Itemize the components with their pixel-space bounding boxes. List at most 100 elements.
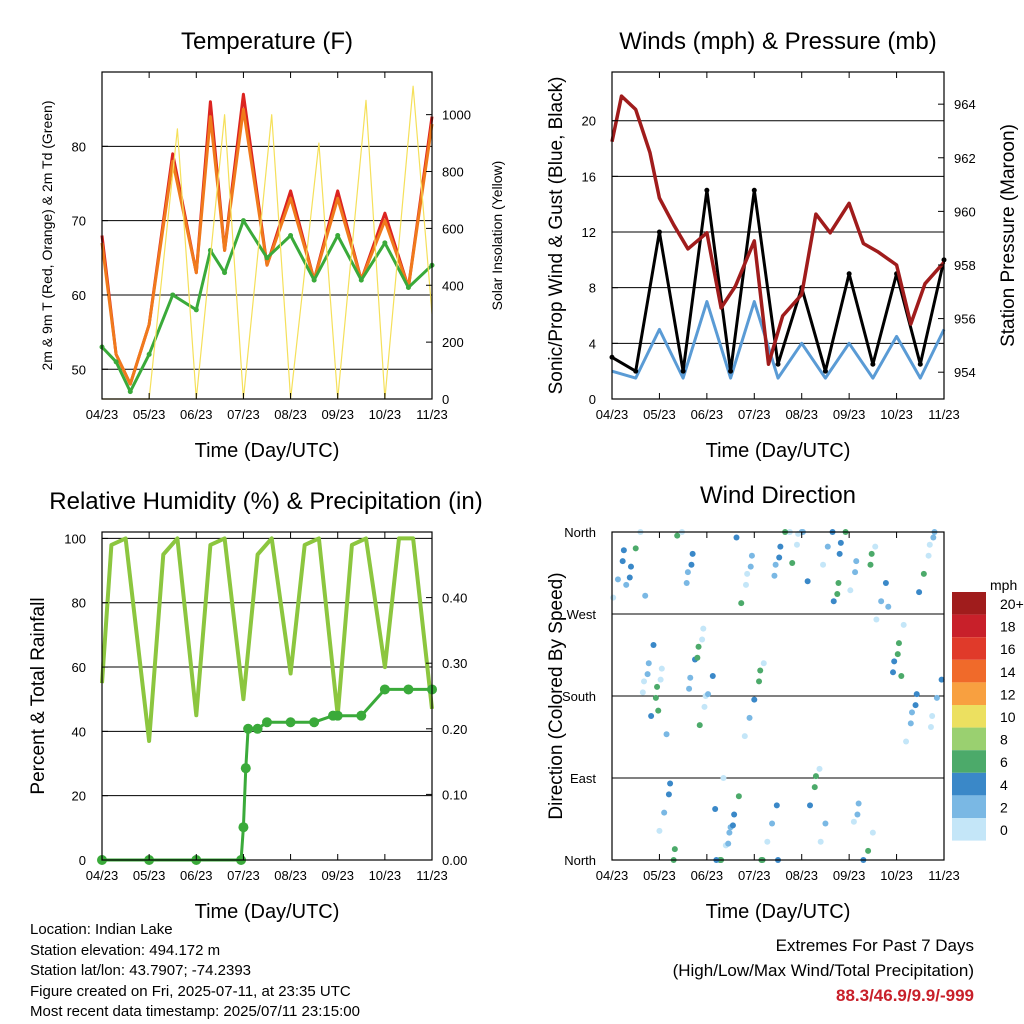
direction-point bbox=[836, 550, 843, 557]
direction-point bbox=[760, 660, 767, 667]
temp-ylabel-right: Solar Insolation (Yellow) bbox=[489, 161, 505, 311]
rh-y2tick-label: 0.40 bbox=[442, 591, 467, 606]
wind-point-gust bbox=[680, 368, 686, 374]
direction-point bbox=[885, 603, 892, 610]
direction-point bbox=[834, 590, 841, 597]
direction-point bbox=[908, 709, 915, 716]
temp-y2tick-label: 200 bbox=[442, 335, 464, 350]
direction-point bbox=[830, 598, 837, 605]
wind-y2tick-label: 954 bbox=[954, 365, 976, 380]
wind-xtick-label: 06/23 bbox=[691, 407, 724, 422]
direction-point bbox=[867, 561, 874, 568]
temp-ytick-label: 50 bbox=[72, 362, 86, 377]
direction-point bbox=[930, 534, 937, 541]
rh-title: Relative Humidity (%) & Precipitation (i… bbox=[49, 488, 483, 515]
rh-point-precip bbox=[332, 710, 343, 721]
direction-point bbox=[929, 713, 936, 720]
wind-ylabel-right: Station Pressure (Maroon) bbox=[998, 124, 1019, 347]
direction-point bbox=[751, 696, 758, 703]
direction-point bbox=[894, 651, 901, 658]
wind-ylabel: Sonic/Prop Wind & Gust (Blue, Black) bbox=[546, 77, 567, 395]
direction-point bbox=[688, 561, 695, 568]
dir-ytick-label: North bbox=[564, 853, 596, 868]
wind-y2tick-label: 964 bbox=[954, 97, 976, 112]
direction-point bbox=[847, 587, 854, 594]
rh-xtick-label: 04/23 bbox=[86, 868, 119, 883]
wind-xtick-label: 07/23 bbox=[738, 407, 771, 422]
direction-point bbox=[644, 671, 651, 678]
temp-y2tick-label: 0 bbox=[442, 392, 449, 407]
dir-legend-swatch bbox=[952, 818, 986, 841]
direction-point bbox=[776, 554, 783, 561]
temp-xtick-label: 06/23 bbox=[180, 407, 213, 422]
temp-point-td bbox=[405, 285, 411, 291]
rh-point-precip bbox=[379, 684, 390, 695]
direction-point bbox=[720, 775, 727, 781]
extremes-values: 88.3/46.9/9.9/-999 bbox=[835, 986, 974, 1005]
station-info: Location: Indian Lake Station elevation:… bbox=[30, 920, 360, 1023]
direction-point bbox=[738, 600, 745, 607]
direction-point bbox=[764, 838, 771, 845]
temp-y2tick-label: 1000 bbox=[442, 108, 471, 123]
dir-frame bbox=[611, 531, 945, 861]
direction-point bbox=[627, 563, 634, 570]
rh-ylabel: Percent & Total Rainfall bbox=[28, 597, 49, 794]
direction-point bbox=[725, 840, 732, 847]
wind-point-gust bbox=[751, 187, 757, 193]
dir-xtick-label: 06/23 bbox=[691, 868, 724, 883]
rh-ytick-label: 20 bbox=[72, 789, 86, 804]
direction-point bbox=[938, 676, 945, 683]
direction-point bbox=[816, 765, 823, 772]
wind-ytick-label: 8 bbox=[589, 281, 596, 296]
wind-ytick-label: 4 bbox=[589, 336, 596, 351]
direction-point bbox=[694, 654, 701, 661]
latlon-text: Station lat/lon: 43.7907; -74.2393 bbox=[30, 962, 252, 979]
direction-point bbox=[772, 561, 779, 568]
temp-y2tick-label: 800 bbox=[442, 165, 464, 180]
temp-ytick-label: 80 bbox=[72, 139, 86, 154]
direction-point bbox=[733, 534, 740, 541]
direction-point bbox=[757, 667, 764, 674]
direction-point bbox=[656, 827, 663, 834]
dir-legend-label: 6 bbox=[1000, 754, 1008, 770]
temp-series-t2m bbox=[100, 92, 434, 386]
rh-point-precip bbox=[262, 717, 272, 728]
extremes-subtitle: (High/Low/Max Wind/Total Precipitation) bbox=[672, 961, 974, 980]
direction-point bbox=[610, 594, 617, 601]
direction-point bbox=[811, 784, 818, 791]
direction-point bbox=[657, 676, 664, 683]
dir-legend-swatch bbox=[952, 727, 986, 751]
dir-title: Wind Direction bbox=[699, 482, 857, 509]
rh-ytick-label: 100 bbox=[64, 531, 86, 546]
direction-point bbox=[709, 672, 716, 679]
dir-legend-swatch bbox=[952, 750, 986, 773]
temp-plot bbox=[99, 71, 435, 400]
direction-point bbox=[854, 811, 861, 818]
direction-point bbox=[865, 847, 872, 854]
direction-point bbox=[891, 658, 898, 665]
direction-point bbox=[852, 569, 859, 576]
rh-xlabel: Time (Day/UTC) bbox=[195, 901, 340, 923]
direction-point bbox=[735, 793, 742, 800]
rh-xtick-label: 05/23 bbox=[133, 868, 166, 883]
direction-point bbox=[726, 829, 733, 836]
direction-point bbox=[793, 541, 800, 548]
direction-point bbox=[913, 691, 920, 698]
temp-point-td bbox=[311, 277, 317, 283]
temp-xtick-label: 07/23 bbox=[227, 407, 260, 422]
direction-point bbox=[744, 570, 751, 577]
direction-point bbox=[700, 625, 707, 632]
wind-title: Winds (mph) & Pressure (mb) bbox=[619, 28, 937, 55]
temp-xtick-label: 11/23 bbox=[416, 407, 448, 422]
direction-point bbox=[626, 574, 633, 581]
direction-point bbox=[817, 838, 824, 845]
direction-point bbox=[642, 592, 649, 599]
rh-xtick-label: 11/23 bbox=[416, 868, 448, 883]
direction-point bbox=[807, 802, 814, 809]
wind-y2tick-label: 960 bbox=[954, 204, 976, 219]
wind-point-gust bbox=[917, 361, 923, 367]
dir-xtick-label: 05/23 bbox=[643, 868, 676, 883]
wind-xlabel: Time (Day/UTC) bbox=[706, 440, 851, 462]
direction-point bbox=[701, 703, 708, 710]
direction-point bbox=[696, 722, 703, 729]
